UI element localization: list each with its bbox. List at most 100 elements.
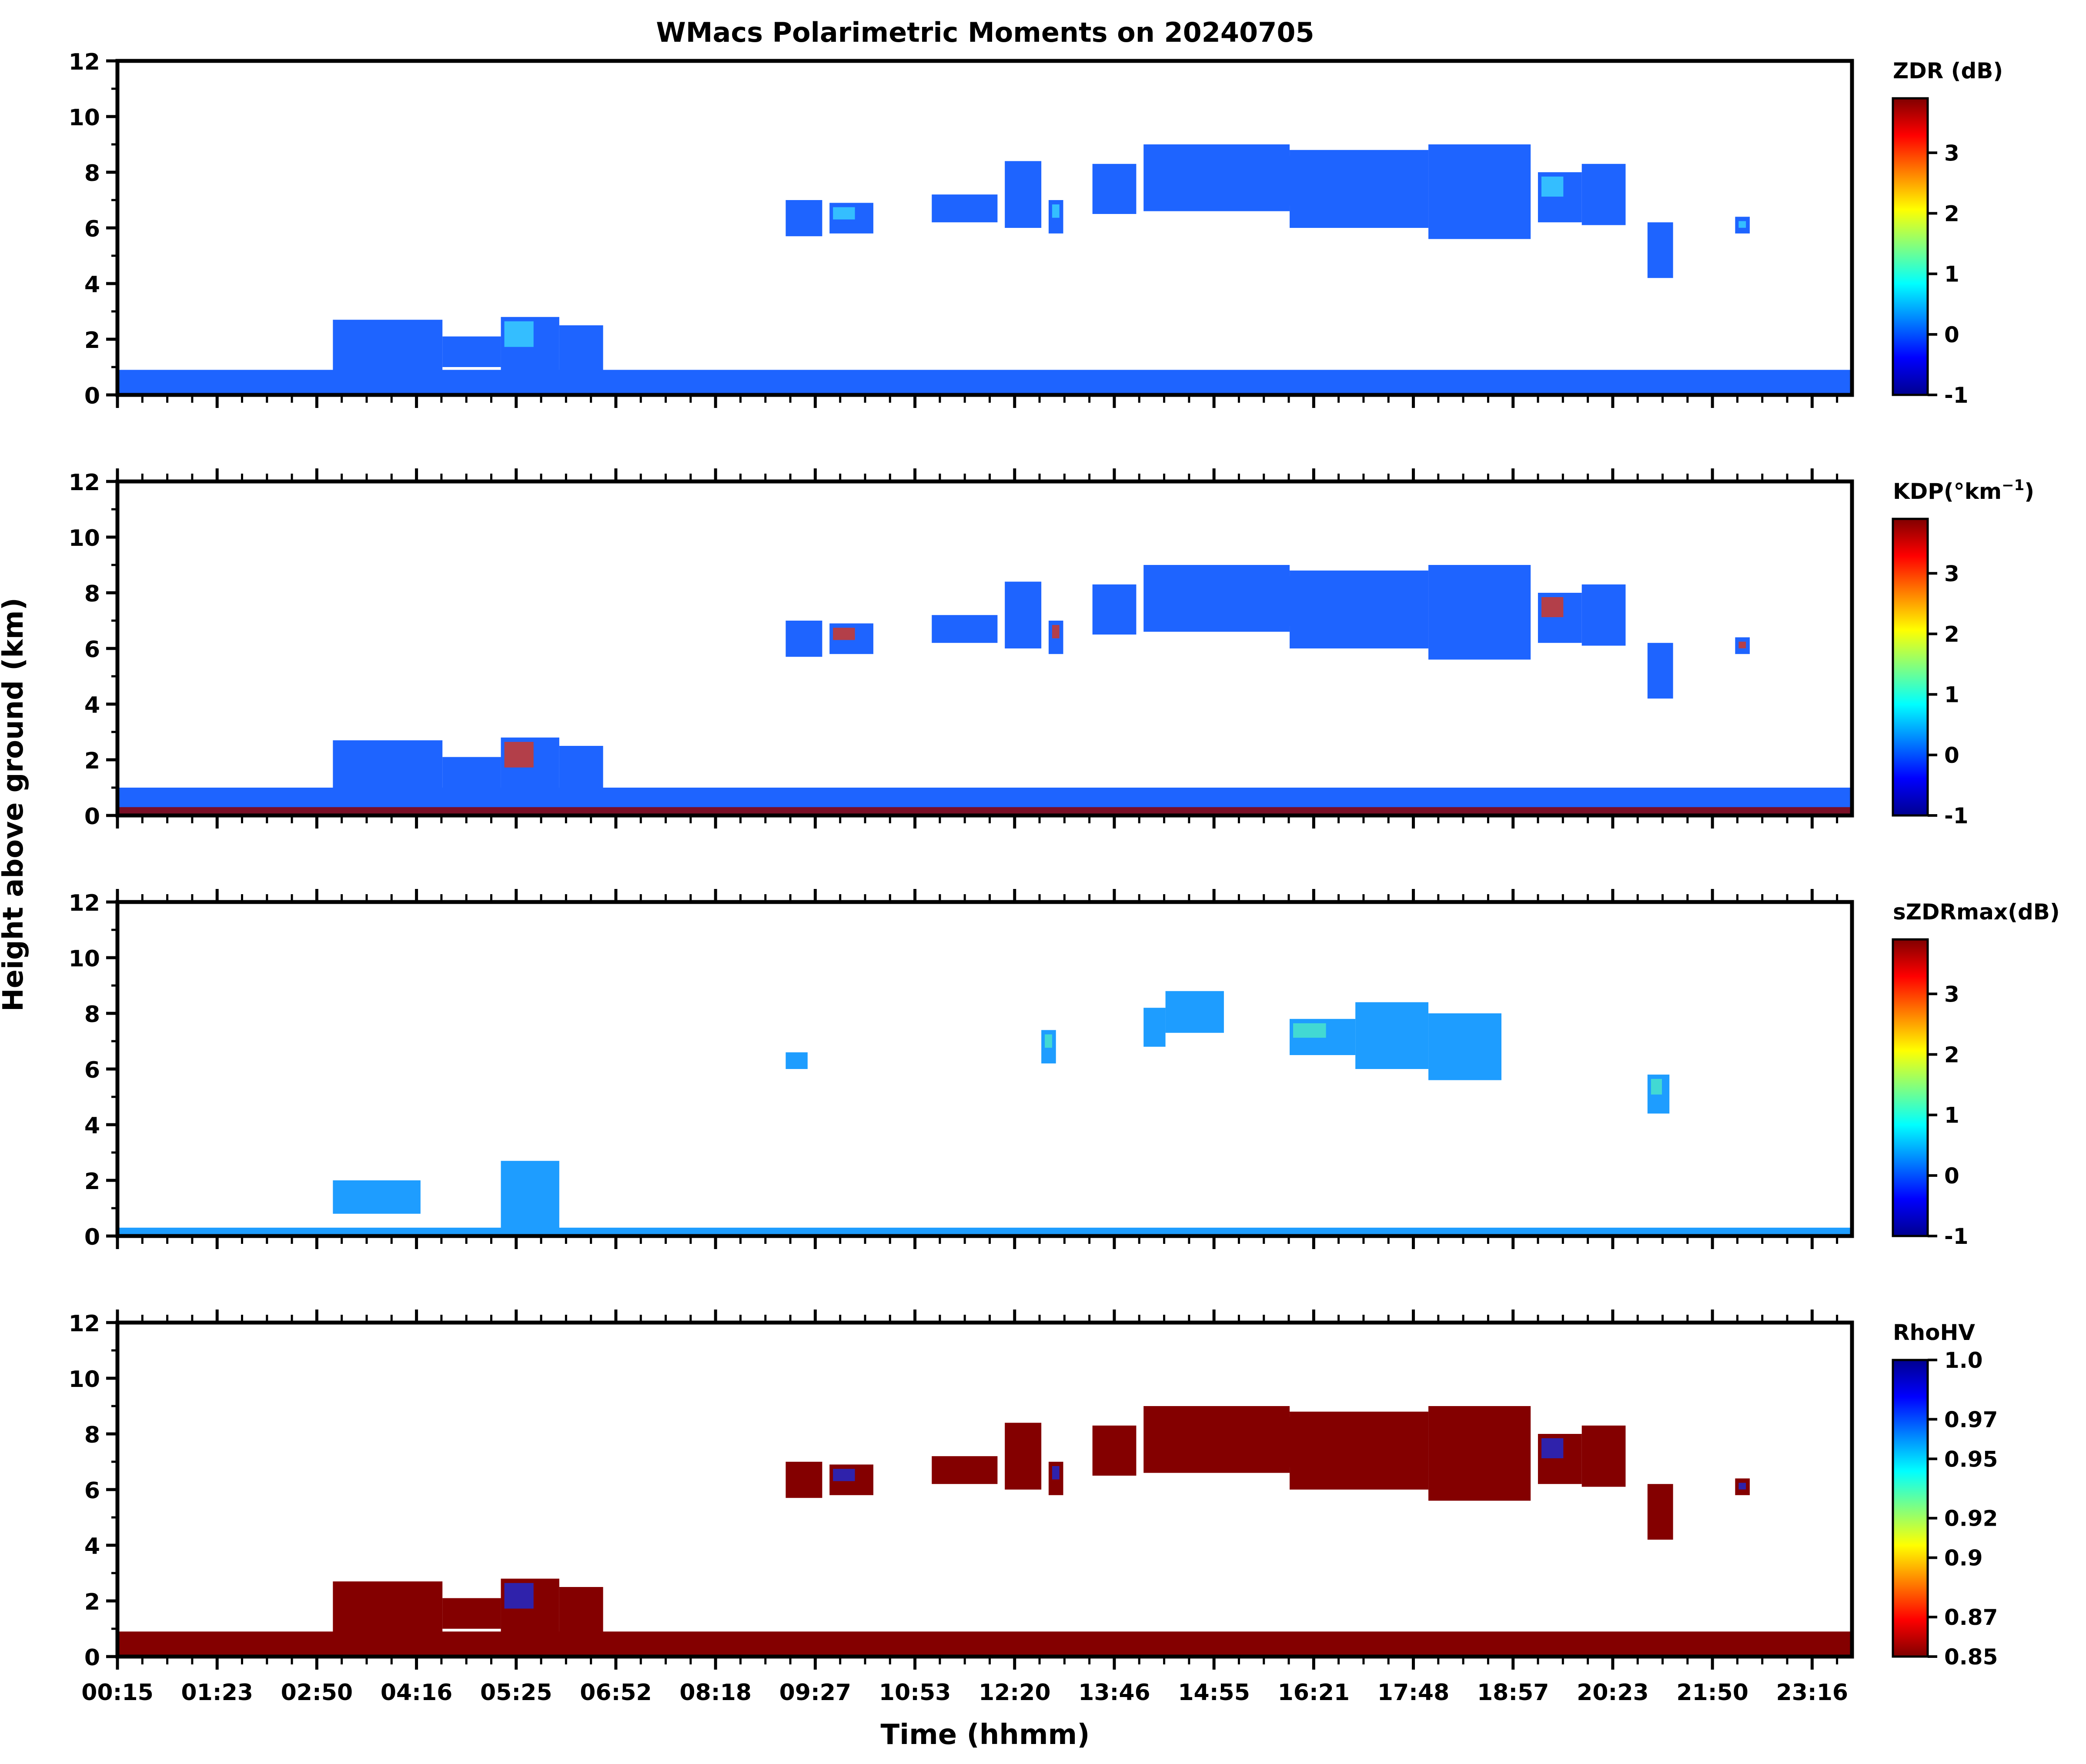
echo-region (1647, 1484, 1673, 1540)
colorbar-tick-label: -1 (1944, 383, 1969, 408)
echo-region (1290, 1411, 1429, 1490)
echo-region (1428, 1013, 1502, 1080)
x-tick-label: 17:48 (1377, 1680, 1450, 1706)
echo-region-accent (1541, 1438, 1564, 1459)
x-tick-label: 02:50 (281, 1680, 353, 1706)
y-axis-label: Height above ground (km) (0, 598, 30, 1012)
echo-region (786, 621, 822, 657)
y-tick-label: 10 (69, 105, 100, 131)
boundary-layer-echo (117, 1631, 1852, 1657)
x-tick-label: 13:46 (1078, 1680, 1150, 1706)
panel-rhohv: 0 2 4 6 8 10 12 00:15 01:23 02:50 04:16 05:25 06:52 0… (69, 1310, 1998, 1706)
y-tick-label: 10 (69, 1366, 100, 1393)
colorbar-tick-label: 2 (1944, 621, 1959, 647)
x-tick-label: 01:23 (181, 1680, 253, 1706)
echo-field-zdr (117, 144, 1852, 395)
y-tick-label: 12 (69, 49, 100, 75)
echo-region (932, 194, 998, 223)
x-tick-label: 09:27 (779, 1680, 852, 1706)
y-tick-label: 2 (84, 748, 100, 774)
echo-region-accent (1738, 221, 1746, 228)
x-tick-label: 06:52 (580, 1680, 652, 1706)
y-tick-label: 6 (84, 1057, 100, 1083)
echo-region (1005, 1423, 1042, 1490)
echo-region (442, 1598, 501, 1629)
colorbar-rhohv (1892, 1359, 1929, 1658)
colorbar-tick-label: -1 (1944, 803, 1969, 829)
x-tick-label: 00:15 (81, 1680, 154, 1706)
y-tick-label: 12 (69, 1311, 100, 1337)
colorbar-tick-label: 0.9 (1944, 1546, 1983, 1571)
y-tick-label: 4 (84, 692, 100, 718)
y-tick-label: 8 (84, 160, 100, 187)
echo-region-accent (504, 321, 534, 347)
colorbar-tick-label: 2 (1944, 201, 1959, 226)
boundary-layer-echo (117, 1227, 1852, 1236)
echo-region (1290, 570, 1429, 648)
echo-region-accent (1052, 204, 1060, 218)
x-tick-label: 08:18 (679, 1680, 752, 1706)
echo-region (1355, 1002, 1429, 1069)
echo-field-szdrmax (117, 991, 1852, 1236)
echo-region-accent (1651, 1079, 1662, 1095)
echo-region-accent (1052, 1466, 1060, 1480)
colorbar-szdrmax (1892, 938, 1929, 1237)
x-tick-label: 23:16 (1776, 1680, 1849, 1706)
echo-region-accent (1541, 597, 1564, 618)
colorbar-label: RhoHV (1893, 1320, 1975, 1345)
echo-region-accent (504, 1583, 534, 1609)
echo-region (786, 1052, 808, 1069)
x-tick-label: 10:53 (879, 1680, 951, 1706)
boundary-layer-echo (117, 370, 1852, 395)
colorbar-tick-label: 0.87 (1944, 1605, 1998, 1630)
y-tick-label: 2 (84, 327, 100, 354)
echo-region (1005, 581, 1042, 648)
colorbar-tick-label: 0 (1944, 322, 1959, 347)
echo-region (442, 757, 501, 788)
colorbar-tick-label: 0.95 (1944, 1447, 1998, 1472)
y-tick-label: 8 (84, 1002, 100, 1028)
y-tick-label: 6 (84, 637, 100, 663)
echo-region (1581, 584, 1626, 646)
echo-region (1143, 1008, 1166, 1047)
figure-title: WMacs Polarimetric Moments on 20240705 (656, 17, 1314, 48)
colorbar-tick-label: 1 (1944, 682, 1959, 708)
y-tick-label: 12 (69, 890, 100, 916)
x-tick-label: 12:20 (979, 1680, 1051, 1706)
echo-region-accent (1293, 1023, 1326, 1038)
echo-region (1428, 144, 1531, 239)
echo-region (442, 336, 501, 367)
colorbar-tick-label: 2 (1944, 1042, 1959, 1067)
echo-region (1005, 161, 1042, 228)
echo-region (333, 1581, 443, 1640)
colorbar-tick-label: 0 (1944, 1163, 1959, 1189)
colorbar-tick-label: 0 (1944, 743, 1959, 768)
echo-region-accent (1738, 641, 1746, 648)
echo-region (932, 1456, 998, 1484)
colorbar-tick-label: 3 (1944, 140, 1959, 166)
echo-region (1092, 1425, 1137, 1476)
y-tick-label: 6 (84, 216, 100, 242)
x-tick-label: 05:25 (480, 1680, 552, 1706)
y-tick-label: 0 (84, 1224, 100, 1250)
colorbar-tick-label: 0.85 (1944, 1644, 1998, 1670)
x-tick-label: 14:55 (1178, 1680, 1250, 1706)
echo-region (1165, 991, 1224, 1033)
echo-region-accent (504, 742, 534, 768)
echo-region (1092, 164, 1137, 214)
echo-region (786, 200, 822, 237)
colorbar-kdp (1892, 518, 1929, 817)
echo-region (1581, 164, 1626, 225)
x-tick-label: 04:16 (381, 1680, 453, 1706)
colorbar-tick-label: 1.0 (1944, 1348, 1983, 1373)
echo-field-rhohv (117, 1406, 1852, 1657)
echo-region-accent (1738, 1483, 1746, 1490)
echo-region (1143, 144, 1290, 211)
echo-region (333, 1180, 421, 1214)
echo-field-kdp (117, 565, 1852, 815)
colorbar-tick-label: 1 (1944, 1103, 1959, 1128)
